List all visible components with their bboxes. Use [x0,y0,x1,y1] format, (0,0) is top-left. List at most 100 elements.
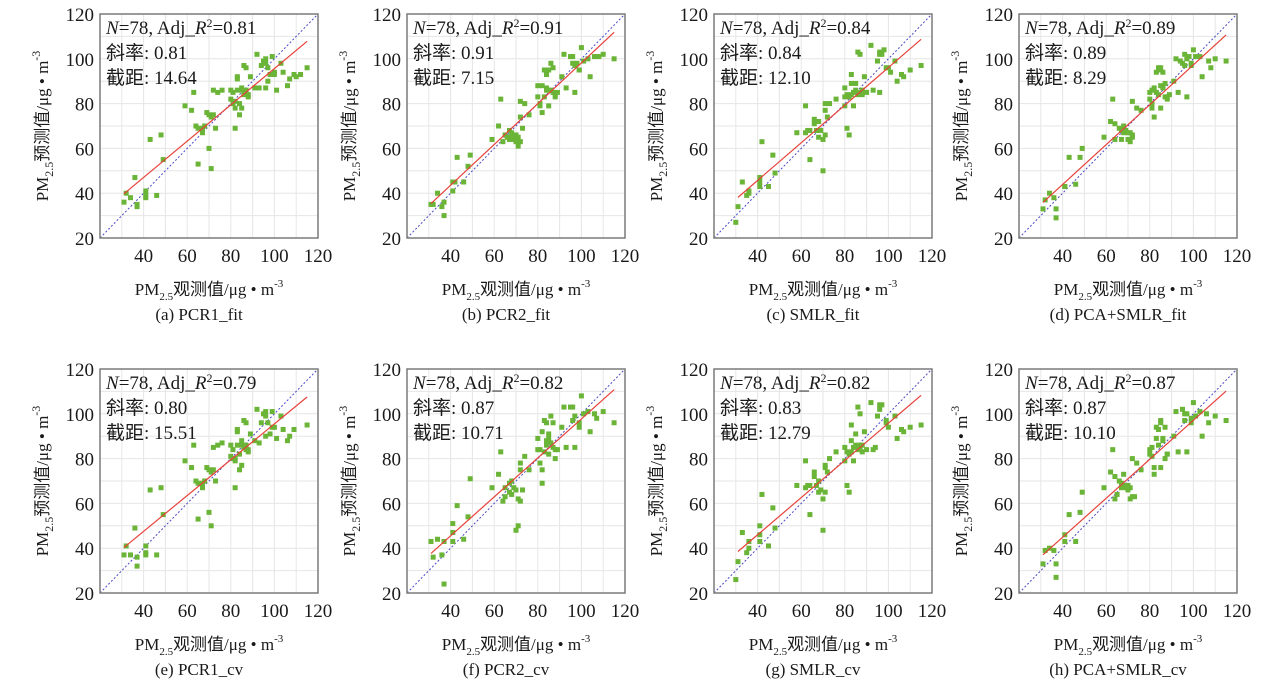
y-label-prefix: PM [340,177,359,202]
panel-g: 20 40 60 80 100 120 40 60 80 100 120 N=78, Adj_R2=0… [643,360,946,679]
data-point [134,563,140,569]
data-point [611,56,617,62]
x-tick-label: 40 [1053,601,1072,622]
data-point [559,424,565,430]
x-tick-label: 120 [918,246,947,267]
x-tick-label: 100 [874,246,903,267]
stats-annotation: N=78, Adj_R2=0.81 [105,16,256,39]
x-label-main: 观测值/μg • m [1092,635,1193,654]
plot-frame [1018,368,1238,594]
x-tick-label: 100 [1179,601,1208,622]
data-point [195,125,201,131]
data-point [1158,105,1164,111]
data-point [861,429,867,435]
data-point [298,71,304,77]
data-point [450,521,456,527]
y-tick-label: 20 [689,584,708,605]
data-point [759,491,765,497]
data-point [243,65,249,71]
x-label-prefix: PM [1054,635,1079,654]
data-point [746,545,752,551]
identity-line [1018,13,1238,239]
slope-annotation: 斜率: 0.91 [413,42,494,64]
data-point [544,442,550,448]
data-point [818,127,824,133]
data-point [1110,96,1116,102]
data-point [454,154,460,160]
y-tick-label: 100 [66,50,95,71]
y-tick-label: 20 [994,229,1013,250]
data-point [570,54,576,60]
y-tick-label: 100 [985,50,1014,71]
data-point [861,74,867,80]
n-adj-text: =78, Adj_ [426,373,503,394]
x-tick-label: 100 [1179,246,1208,267]
data-point [1053,574,1059,580]
data-point [844,125,850,131]
x-label-subscript: 2.5 [1078,646,1092,658]
data-point [1079,145,1085,151]
data-point [591,411,597,417]
y-label-main: 预测值/μg • m [340,416,359,517]
x-tick-label: 120 [304,601,333,622]
data-point [228,96,234,102]
n-symbol: N [412,18,427,39]
data-point [160,157,166,163]
data-point [1158,420,1164,426]
data-point [247,431,253,437]
data-point [611,420,617,426]
y-tick-label: 80 [382,95,401,116]
fit-line [737,38,922,198]
plot-frame [99,13,319,239]
data-point [1112,136,1118,142]
panel-caption: (g) SMLR_cv [766,660,861,679]
data-point [1182,418,1188,424]
data-point [1186,54,1192,60]
data-point [820,136,826,142]
y-label-subscript: 2.5 [961,517,975,532]
data-point [189,465,195,471]
data-point [816,134,822,140]
data-point [1184,411,1190,417]
data-point [1121,471,1127,477]
data-point [537,101,543,107]
data-point [735,559,741,565]
data-point [570,418,576,424]
data-point [1108,119,1114,125]
y-tick-label: 40 [75,184,94,205]
y-tick-label: 120 [66,5,95,26]
y-tick-label: 20 [382,229,401,250]
data-point [1173,409,1179,415]
plot-frame [406,368,626,594]
data-point [546,67,552,73]
y-label-superscript: -3 [643,51,657,61]
y-label-prefix: PM [33,532,52,557]
data-point [811,121,817,127]
data-point [1101,134,1107,140]
y-tick-label: 100 [373,405,402,426]
identity-line [713,368,933,594]
data-point [280,426,286,432]
data-point [232,105,238,111]
y-axis-label: PM2.5预测值/μg • m-3 [643,51,670,202]
data-point [1134,460,1140,466]
slope-annotation: 斜率: 0.87 [1025,397,1106,419]
x-label-prefix: PM [749,635,774,654]
x-label-main: 观测值/μg • m [1092,280,1193,299]
data-point [1190,47,1196,53]
x-label-main: 观测值/μg • m [480,635,581,654]
y-label-main: 预测值/μg • m [340,61,359,162]
data-point [132,175,138,181]
data-point [1182,51,1188,57]
data-point [489,485,495,491]
data-point [733,577,739,583]
slope-annotation: 斜率: 0.89 [1025,42,1106,64]
n-adj-text: =78, Adj_ [733,373,810,394]
data-point [269,54,275,60]
data-point [452,179,458,185]
y-label-main: 预测值/μg • m [952,61,971,162]
data-point [213,125,219,131]
stats-annotation: N=78, Adj_R2=0.82 [719,371,870,394]
y-tick-label: 40 [994,184,1013,205]
y-label-superscript: -3 [643,406,657,416]
